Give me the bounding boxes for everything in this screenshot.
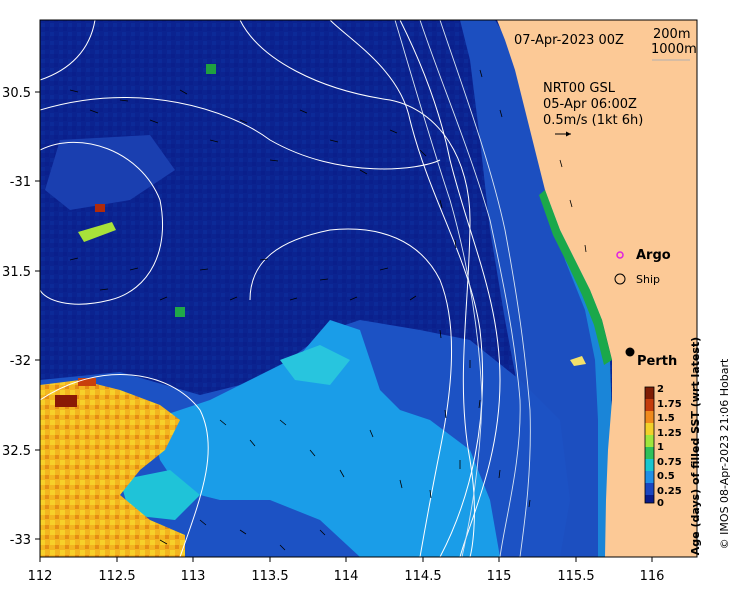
plot-frame bbox=[39, 19, 698, 558]
x-tick-label: 114 bbox=[334, 569, 359, 584]
colorbar bbox=[644, 386, 655, 504]
ship-marker-icon bbox=[614, 273, 626, 285]
y-tick-label: 31.5 bbox=[2, 265, 31, 280]
red-speck bbox=[95, 204, 105, 212]
x-tick-marks bbox=[39, 557, 653, 562]
colorbar-tick: 1.75 bbox=[657, 399, 682, 410]
shelf-band bbox=[460, 20, 605, 557]
colorbar-tick: 1 bbox=[657, 442, 664, 453]
y-tick-marks bbox=[35, 91, 40, 540]
x-tick-label: 113.5 bbox=[251, 569, 288, 584]
green-speck bbox=[206, 64, 216, 74]
cyan-patch-south bbox=[120, 470, 200, 520]
perth-label: Perth bbox=[637, 354, 677, 369]
light-blue-region bbox=[150, 320, 500, 557]
colorbar-tick: 0 bbox=[657, 498, 664, 509]
colorbar-tick: 2 bbox=[657, 384, 664, 395]
colorbar-tick: 0.25 bbox=[657, 486, 682, 497]
argo-marker-icon bbox=[616, 251, 624, 259]
colorbar-tick: 1.5 bbox=[657, 413, 675, 424]
coastal-green bbox=[539, 190, 612, 365]
x-tick-label: 113 bbox=[181, 569, 206, 584]
green-speck-2 bbox=[175, 307, 185, 317]
y-tick-label: -31 bbox=[10, 175, 31, 190]
x-tick-label: 115 bbox=[487, 569, 512, 584]
bathymetry-contours bbox=[394, 20, 531, 557]
y-tick-label: -32 bbox=[10, 354, 31, 369]
current-time-label: 05-Apr 06:00Z bbox=[543, 97, 637, 112]
west-patch bbox=[45, 135, 175, 210]
contour-label-200m: 200m bbox=[653, 27, 690, 42]
scale-arrow-icon bbox=[555, 131, 571, 137]
x-tick-label: 112 bbox=[28, 569, 53, 584]
old-sst-region bbox=[40, 380, 185, 557]
x-tick-label: 112.5 bbox=[98, 569, 135, 584]
colorbar-title: Age (days) of filled SST (wrt latest) bbox=[689, 337, 702, 555]
credit-text: © IMOS 08-Apr-2023 21:06 Hobart bbox=[718, 358, 731, 549]
yellow-green-speck bbox=[78, 222, 116, 242]
perth-land-detail bbox=[570, 356, 586, 366]
sst-contours bbox=[40, 20, 501, 557]
y-tick-label: 30.5 bbox=[2, 86, 31, 101]
current-scale-label: 0.5m/s (1kt 6h) bbox=[543, 113, 643, 128]
x-tick-label: 116 bbox=[640, 569, 665, 584]
hot-spot-2 bbox=[78, 378, 96, 386]
date-label: 07-Apr-2023 00Z bbox=[514, 33, 624, 48]
current-source-label: NRT00 GSL bbox=[543, 81, 616, 96]
x-tick-label: 114.5 bbox=[404, 569, 441, 584]
contour-label-1000m: 1000m bbox=[651, 42, 697, 57]
hot-spot bbox=[55, 395, 77, 407]
cyan-patch bbox=[280, 345, 350, 385]
y-tick-label: 32.5 bbox=[2, 444, 31, 459]
colorbar-tick: 0.5 bbox=[657, 471, 675, 482]
argo-legend-label: Argo bbox=[636, 248, 671, 263]
colorbar-tick: 1.25 bbox=[657, 428, 682, 439]
perth-marker-icon bbox=[625, 347, 635, 357]
colorbar-tick: 0.75 bbox=[657, 457, 682, 468]
ship-legend-label: Ship bbox=[636, 273, 660, 286]
x-tick-label: 115.5 bbox=[557, 569, 594, 584]
y-tick-label: -33 bbox=[10, 533, 31, 548]
current-vectors bbox=[69, 69, 587, 551]
